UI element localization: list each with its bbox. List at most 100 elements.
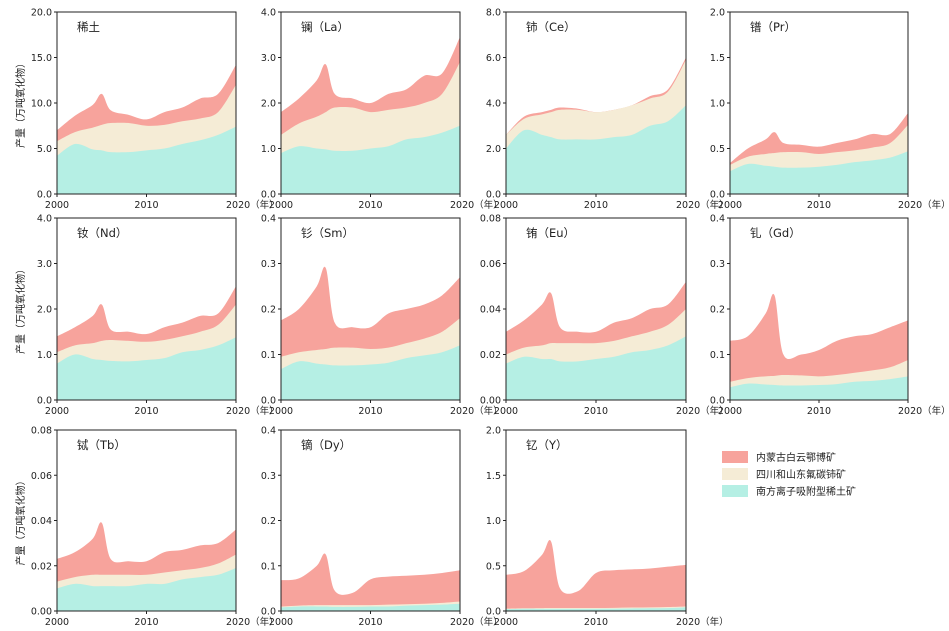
x-tick-label: 2010	[358, 200, 382, 211]
y-tick-label: 2.0	[710, 8, 725, 19]
x-tick-label: 2000	[45, 617, 69, 628]
y-tick-label: 0.1	[710, 350, 725, 361]
y-tick-label: 3.0	[37, 259, 52, 270]
panel-8: 0.0 0.1 0.2 0.3 0.4 2000 2010 2020（年） 钆（Gd）	[710, 214, 949, 418]
x-tick-label: 2000	[494, 406, 518, 417]
x-tick-label: 2000	[45, 406, 69, 417]
area-south-ionic	[730, 151, 908, 194]
y-tick-label: 0.4	[261, 426, 276, 437]
area-south-ionic	[506, 336, 686, 400]
y-tick-label: 0.1	[261, 561, 276, 572]
x-tick-label: 2010	[807, 200, 831, 211]
x-tick-label: 2000	[269, 406, 293, 417]
y-tick-label: 0.5	[486, 561, 501, 572]
y-tick-label: 1.0	[37, 350, 52, 361]
panel-title: 稀土	[77, 20, 100, 34]
x-tick-label: 2020（年）	[676, 199, 729, 211]
x-tick-label: 2000	[45, 200, 69, 211]
panel-9: 0.00 0.02 0.04 0.06 0.08 2000 2010 2020（年） 铽（Tb）	[31, 426, 279, 629]
panel-1: 0.0 5.0 10.0 15.0 20.0 2000 2010 2020（年） 稀土	[31, 8, 279, 212]
x-tick-label: 2000	[269, 617, 293, 628]
x-tick-label: 2010	[358, 406, 382, 417]
y-tick-label: 0.2	[261, 305, 276, 316]
y-tick-label: 3.0	[261, 53, 276, 64]
x-tick-label: 2020（年）	[898, 199, 949, 211]
y-tick-label: 2.0	[486, 426, 501, 437]
y-tick-label: 0.0	[37, 396, 52, 407]
panel-3: 0.0 2.0 4.0 6.0 8.0 2000 2010 2020（年） 铈（Ce）	[486, 8, 729, 212]
x-tick-label: 2020（年）	[450, 199, 503, 211]
area-south-ionic	[281, 125, 460, 194]
x-tick-label: 2020（年）	[676, 616, 729, 628]
y-tick-label: 0.3	[710, 259, 725, 270]
area-south-ionic	[57, 568, 236, 611]
y-tick-label: 0.4	[710, 214, 725, 225]
area-south-ionic	[57, 126, 236, 194]
y-axis-label: 产量（万吨氧化物）	[14, 264, 27, 354]
x-tick-label: 2010	[134, 406, 158, 417]
y-tick-label: 4.0	[37, 214, 52, 225]
panel-4: 0.0 0.5 1.0 1.5 2.0 2000 2010 2020（年） 镨（Pr）	[710, 8, 949, 212]
panel-10: 0.0 0.1 0.2 0.3 0.4 2000 2010 2020（年） 镝（Dy）	[261, 426, 503, 629]
y-tick-label: 20.0	[31, 8, 52, 19]
panel-title: 钕（Nd）	[77, 226, 127, 240]
area-inner-mongolia	[281, 553, 460, 611]
y-tick-label: 0.0	[261, 396, 276, 407]
panel-title: 钇（Y）	[526, 438, 568, 452]
panel-title: 钐（Sm）	[301, 226, 354, 240]
y-tick-label: 0.4	[261, 214, 276, 225]
y-tick-label: 0.0	[486, 190, 501, 201]
x-tick-label: 2010	[358, 617, 382, 628]
x-tick-label: 2000	[494, 200, 518, 211]
y-tick-label: 0.2	[261, 516, 276, 527]
y-tick-label: 0.0	[486, 607, 501, 618]
y-tick-label: 6.0	[486, 53, 501, 64]
y-tick-label: 10.0	[31, 99, 52, 110]
panel-6: 0.0 0.1 0.2 0.3 0.4 2000 2010 2020（年） 钐（Sm）	[261, 214, 503, 418]
x-tick-label: 2020（年）	[676, 405, 729, 417]
y-tick-label: 1.0	[261, 144, 276, 155]
y-tick-label: 5.0	[37, 144, 52, 155]
area-south-ionic	[281, 345, 460, 400]
y-tick-label: 1.0	[710, 99, 725, 110]
y-tick-label: 0.3	[261, 259, 276, 270]
x-tick-label: 2010	[584, 200, 608, 211]
x-tick-label: 2010	[134, 617, 158, 628]
y-axis-label: 产量（万吨氧化物）	[14, 476, 27, 566]
y-tick-label: 1.5	[710, 53, 725, 64]
y-tick-label: 0.02	[31, 561, 52, 572]
y-tick-label: 0.1	[261, 350, 276, 361]
legend-item-south: 南方离子吸附型稀土矿	[722, 485, 856, 498]
panel-title: 镝（Dy）	[301, 438, 351, 452]
y-tick-label: 0.0	[37, 190, 52, 201]
legend-swatch	[722, 485, 748, 497]
y-tick-label: 4.0	[261, 8, 276, 19]
y-tick-label: 0.04	[31, 516, 52, 527]
legend-swatch	[722, 451, 748, 463]
y-tick-label: 0.3	[261, 471, 276, 482]
legend-label: 四川和山东氟碳铈矿	[756, 468, 846, 481]
y-tick-label: 1.0	[486, 516, 501, 527]
area-south-ionic	[281, 603, 460, 611]
y-tick-label: 0.0	[710, 190, 725, 201]
x-tick-label: 2020（年）	[898, 405, 949, 417]
y-tick-label: 0.04	[480, 305, 501, 316]
y-tick-label: 15.0	[31, 53, 52, 64]
panel-title: 铽（Tb）	[77, 438, 126, 452]
y-tick-label: 0.0	[261, 607, 276, 618]
panel-title: 镨（Pr）	[750, 20, 796, 34]
panel-5: 0.0 1.0 2.0 3.0 4.0 2000 2010 2020（年） 钕（Nd）	[37, 214, 279, 418]
y-tick-label: 0.00	[31, 607, 52, 618]
area-south-ionic	[506, 607, 686, 611]
panel-title: 钆（Gd）	[750, 226, 801, 240]
y-tick-label: 0.5	[710, 144, 725, 155]
y-tick-label: 0.08	[480, 214, 501, 225]
panel-title: 镧（La）	[301, 20, 349, 34]
area-south-ionic	[506, 105, 686, 194]
panel-11: 0.0 0.5 1.0 1.5 2.0 2000 2010 2020（年） 钇（Y）	[486, 426, 729, 629]
x-tick-label: 2020（年）	[450, 616, 503, 628]
panel-2: 0.0 1.0 2.0 3.0 4.0 2000 2010 2020（年） 镧（La）	[261, 8, 503, 212]
x-tick-label: 2000	[718, 406, 742, 417]
x-tick-label: 2010	[807, 406, 831, 417]
x-tick-label: 2020（年）	[226, 199, 279, 211]
